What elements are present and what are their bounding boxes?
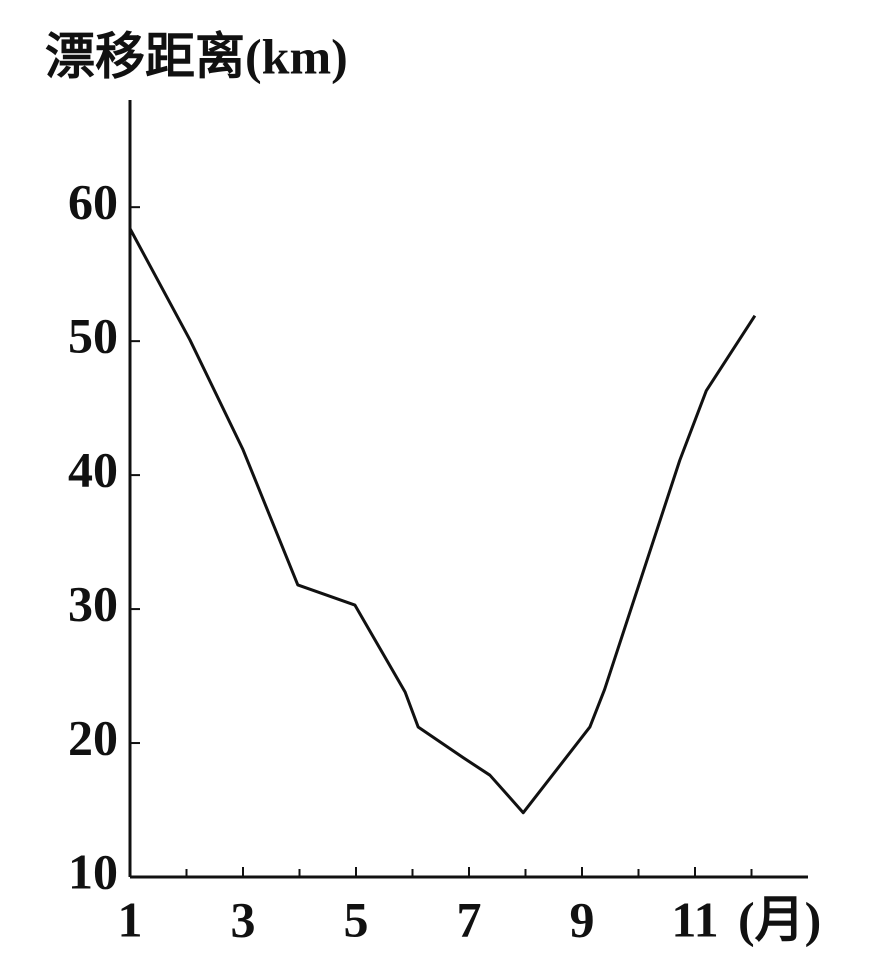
y-tick-label: 60 (68, 174, 118, 230)
x-tick-label: 7 (457, 891, 482, 947)
x-tick-label: 11 (671, 891, 718, 947)
x-tick-label: 5 (344, 891, 369, 947)
data-line (128, 227, 757, 815)
x-axis-label: (月) (738, 891, 821, 947)
y-tick-label: 10 (68, 843, 118, 899)
y-tick-label: 30 (68, 576, 118, 632)
y-tick-label: 40 (68, 442, 118, 498)
x-tick-label: 9 (570, 891, 595, 947)
x-tick-label: 3 (231, 891, 256, 947)
y-tick-label: 50 (68, 308, 118, 364)
y-tick-label: 20 (68, 710, 118, 766)
y-axis-label: 漂移距离(km) (45, 28, 348, 84)
x-tick-label: 1 (118, 891, 143, 947)
